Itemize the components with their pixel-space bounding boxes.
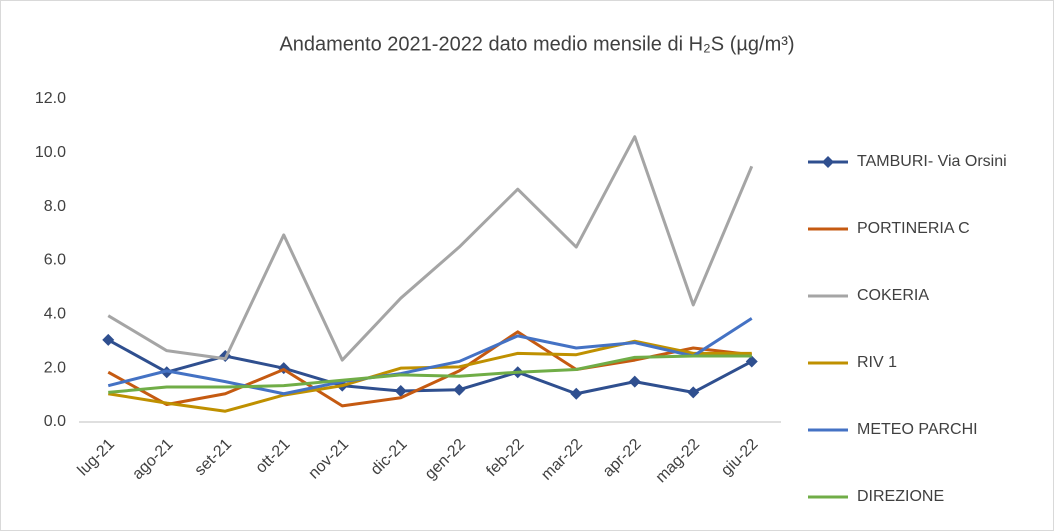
- legend-label: METEO PARCHI: [857, 421, 978, 438]
- point-marker: [453, 383, 466, 396]
- y-tick-label: 4.0: [44, 306, 66, 323]
- y-tick-label: 12.0: [35, 90, 66, 107]
- y-tick-label: 0.0: [44, 413, 66, 430]
- legend-label: PORTINERIA C: [857, 220, 970, 237]
- series-line: [107, 317, 753, 396]
- y-tick-label: 6.0: [44, 252, 66, 269]
- y-tick-label: 10.0: [35, 144, 66, 161]
- y-tick-label: 2.0: [44, 359, 66, 376]
- series-line: [108, 354, 752, 394]
- point-marker: [745, 355, 758, 368]
- point-marker: [394, 385, 407, 398]
- y-tick-label: 8.0: [44, 198, 66, 215]
- legend-marker: [822, 156, 834, 168]
- point-marker: [687, 386, 700, 399]
- legend-label: RIV 1: [857, 354, 897, 371]
- legend-label: DIREZIONE: [857, 488, 944, 505]
- legend-label: TAMBURI- Via Orsini: [857, 153, 1007, 170]
- point-marker: [570, 387, 583, 400]
- legend-label: COKERIA: [857, 287, 929, 304]
- series-line: [107, 135, 754, 362]
- chart-title: Andamento 2021-2022 dato medio mensile d…: [279, 33, 794, 55]
- point-marker: [102, 333, 115, 346]
- point-marker: [628, 375, 641, 388]
